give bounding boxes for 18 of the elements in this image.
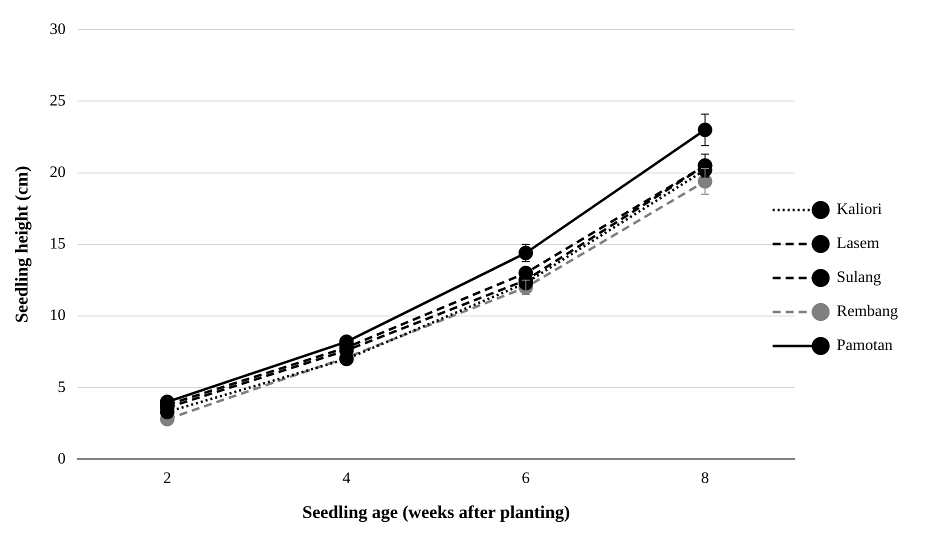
- legend-label: Lasem: [836, 235, 880, 252]
- legend-label: Pamotan: [836, 337, 893, 354]
- y-axis-title: Seedling height (cm): [11, 166, 32, 323]
- y-tick-label: 15: [50, 236, 66, 253]
- x-tick-label: 4: [342, 470, 351, 488]
- x-tick-label: 2: [163, 470, 172, 488]
- x-tick-label: 8: [701, 470, 710, 488]
- y-tick-label: 25: [50, 92, 66, 110]
- legend-label: Rembang: [836, 303, 898, 320]
- y-tick-label: 10: [50, 307, 66, 324]
- legend-label: Kaliori: [836, 201, 883, 218]
- y-tick-label: 5: [58, 378, 66, 396]
- legend-label: Sulang: [836, 269, 882, 286]
- y-tick-label: 20: [50, 164, 66, 182]
- y-tick-label: 30: [50, 20, 66, 38]
- x-axis-title: Seedling age (weeks after planting): [302, 502, 570, 522]
- y-tick-label: 0: [58, 450, 66, 468]
- x-tick-label: 6: [522, 470, 530, 488]
